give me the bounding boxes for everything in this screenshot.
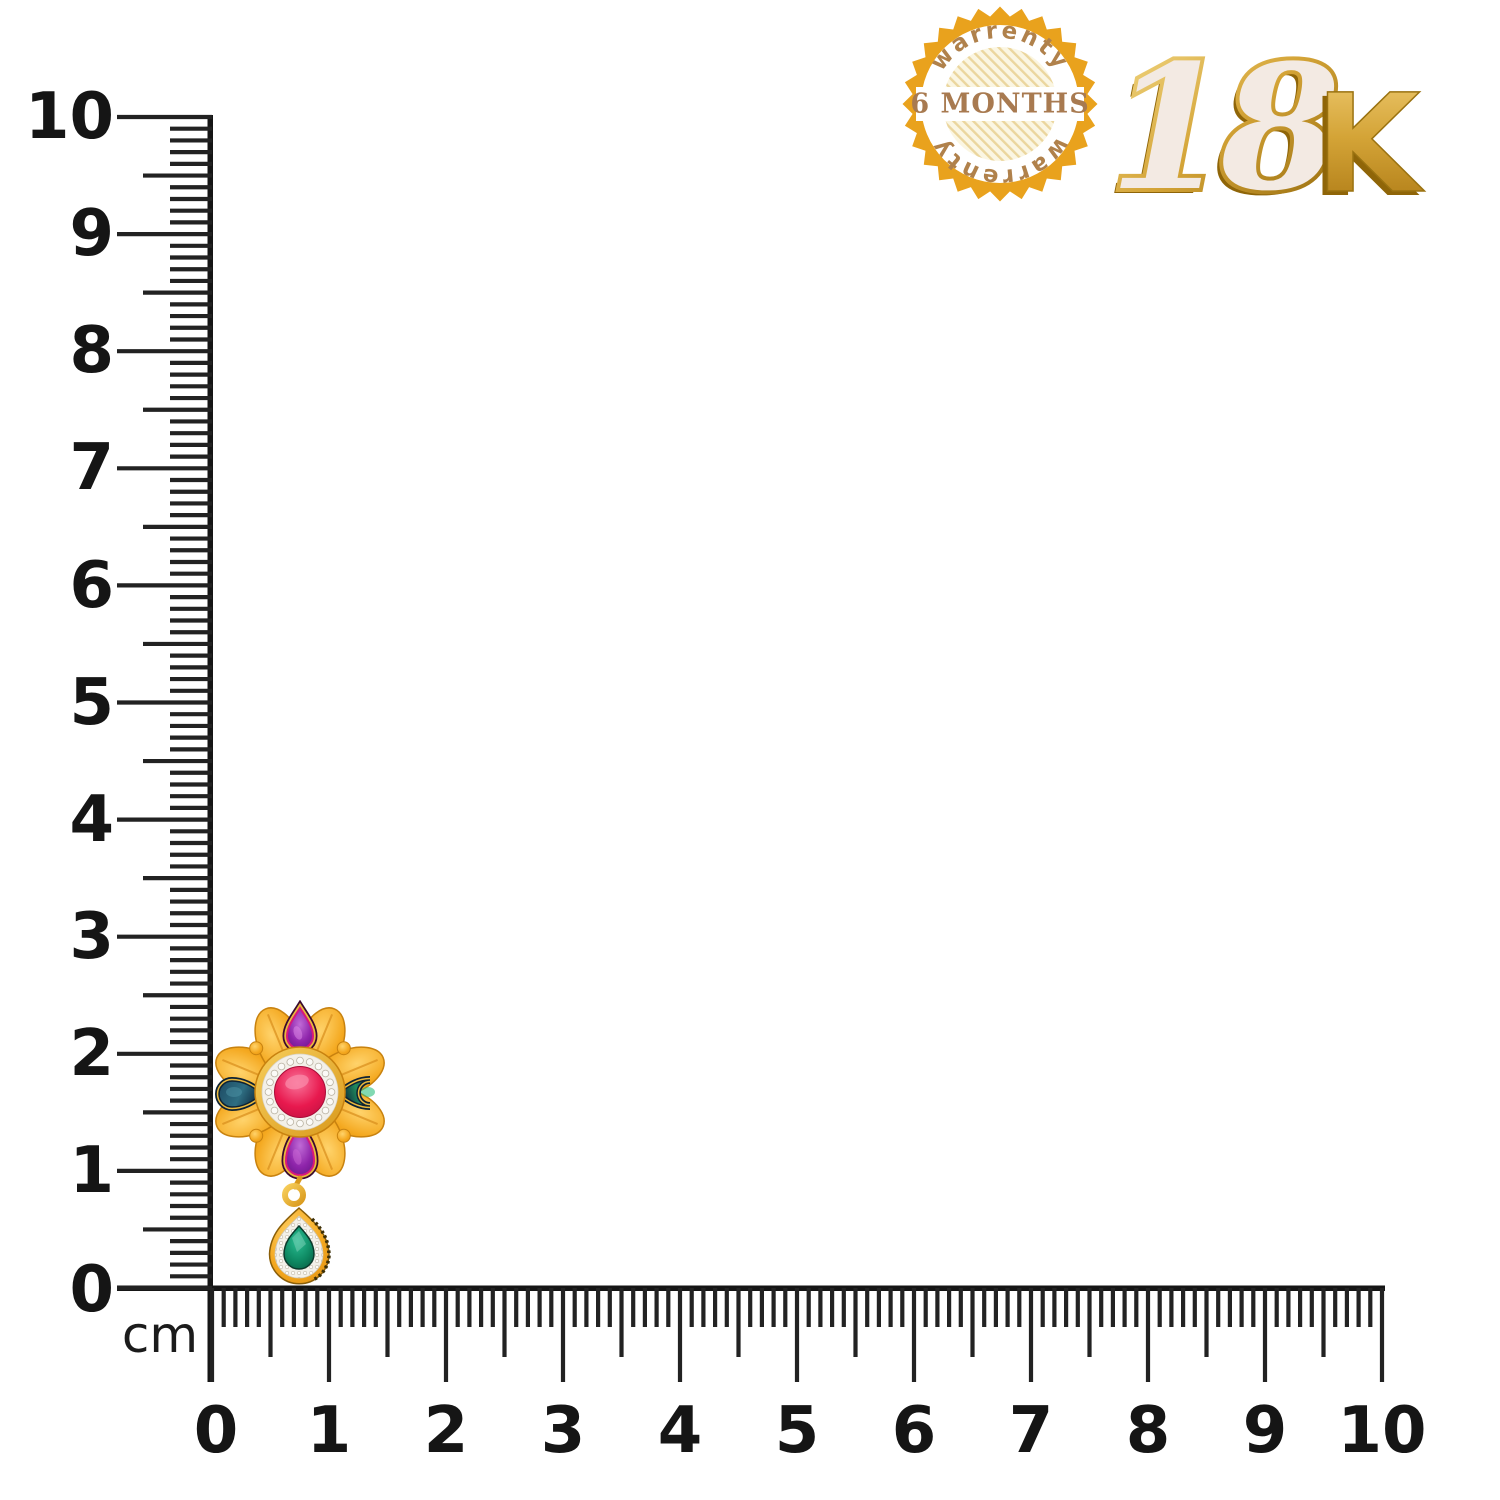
warranty-seal-badge: warrenty warrenty 6 MONTHS	[902, 6, 1098, 202]
h-ruler-label-8: 8	[1126, 1394, 1171, 1468]
h-ruler-label-3: 3	[541, 1394, 586, 1468]
svg-text:18: 18	[1109, 26, 1337, 215]
v-ruler-label-0: 0	[69, 1253, 114, 1327]
bottom-purple-stone	[281, 1117, 319, 1180]
horizontal-ruler-labels: 0 1 2 3 4 5 6 7 8 9 10	[194, 1394, 1427, 1468]
svg-text:18: 18	[1103, 31, 1331, 215]
v-ruler-label-6: 6	[69, 549, 114, 623]
h-ruler-label-9: 9	[1243, 1394, 1288, 1468]
vertical-ruler-ticks	[117, 114, 212, 1291]
v-ruler-label-7: 7	[69, 431, 114, 505]
18k-gold-mark: 18 18 18 K K	[1103, 22, 1426, 215]
svg-text:K: K	[1315, 66, 1425, 215]
v-ruler-label-10: 10	[25, 80, 114, 154]
18-digits: 18 18 18	[1103, 22, 1349, 215]
h-ruler-label-4: 4	[658, 1394, 703, 1468]
gold-earring-photo	[215, 1000, 385, 1285]
h-ruler-label-10: 10	[1337, 1394, 1426, 1468]
h-ruler-label-2: 2	[424, 1394, 469, 1468]
v-ruler-label-2: 2	[69, 1017, 114, 1091]
v-ruler-label-9: 9	[69, 197, 114, 271]
v-ruler-label-8: 8	[69, 314, 114, 388]
vertical-ruler-labels: 10 9 8 7 6 5 4 3 2 1 0	[25, 80, 114, 1327]
h-ruler-label-5: 5	[775, 1394, 820, 1468]
left-teal-stone	[215, 1076, 269, 1112]
center-ruby-cluster	[254, 1046, 346, 1138]
horizontal-ruler-ticks	[209, 1288, 1385, 1382]
top-purple-stone	[282, 1000, 318, 1054]
svg-text:K: K	[1310, 70, 1420, 215]
seal-center-band	[916, 87, 1084, 121]
v-ruler-label-1: 1	[69, 1134, 114, 1208]
svg-text:18: 18	[1106, 29, 1334, 215]
cm-unit-label: cm	[122, 1306, 198, 1364]
cz-halo-dots	[264, 1056, 336, 1128]
v-ruler-label-5: 5	[69, 666, 114, 740]
right-green-stone	[333, 1076, 375, 1110]
seal-duration-text: 6 MONTHS	[910, 89, 1089, 120]
v-ruler-label-4: 4	[69, 783, 114, 857]
v-ruler-label-3: 3	[69, 900, 114, 974]
h-ruler-label-0: 0	[194, 1394, 239, 1468]
bail-ring	[282, 1183, 306, 1207]
h-ruler-label-6: 6	[892, 1394, 937, 1468]
k-letter: K K	[1310, 65, 1426, 215]
h-ruler-label-1: 1	[307, 1394, 352, 1468]
h-ruler-label-7: 7	[1009, 1394, 1054, 1468]
emerald-drop-pendant	[268, 1206, 331, 1285]
gold-bead-accents	[249, 1041, 351, 1143]
